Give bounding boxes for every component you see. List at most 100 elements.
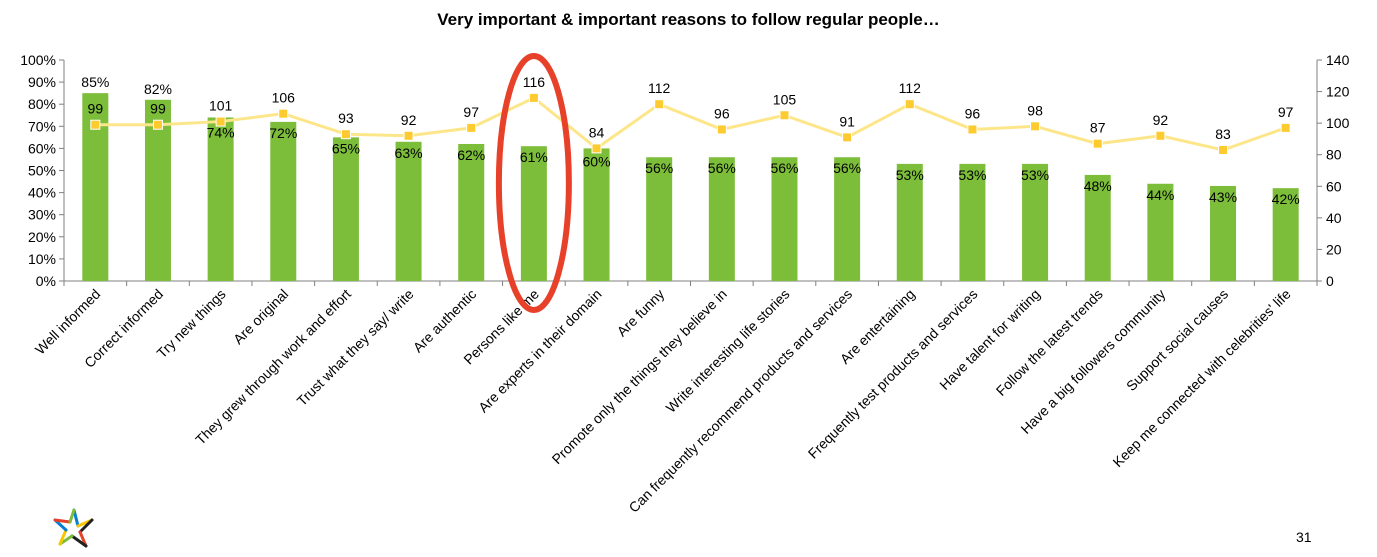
- line-data-label: 83: [1215, 126, 1231, 142]
- bar: [144, 99, 171, 281]
- right-axis-tick-label: 80: [1326, 147, 1342, 163]
- line-marker: [90, 119, 101, 130]
- bar-data-label: 44%: [1146, 187, 1174, 203]
- bar-data-label: 61%: [520, 149, 548, 165]
- bar: [458, 143, 485, 281]
- line-marker: [904, 99, 915, 110]
- line-data-label: 91: [839, 113, 855, 129]
- chart-title: Very important & important reasons to fo…: [437, 10, 940, 29]
- line-data-label: 96: [714, 105, 730, 121]
- bar: [270, 121, 297, 281]
- right-axis-tick-label: 60: [1326, 178, 1342, 194]
- bar-data-label: 56%: [708, 160, 736, 176]
- bar-data-label: 56%: [833, 160, 861, 176]
- line-marker: [591, 143, 602, 154]
- bar-data-label: 53%: [958, 167, 986, 183]
- left-axis-tick-label: 20%: [28, 229, 56, 245]
- bar: [771, 157, 798, 281]
- left-axis-tick-label: 60%: [28, 140, 56, 156]
- line-marker: [842, 132, 853, 143]
- line-series: [95, 96, 1287, 152]
- left-axis-tick-label: 50%: [28, 163, 56, 179]
- bar-data-label: 56%: [645, 160, 673, 176]
- highlight-ellipse: [495, 53, 572, 313]
- category-label: Can frequently recommend products and se…: [625, 286, 855, 516]
- left-axis-tick-label: 40%: [28, 185, 56, 201]
- right-axis-tick-label: 140: [1326, 52, 1350, 68]
- bar-data-label: 72%: [269, 125, 297, 141]
- line-marker: [215, 116, 226, 127]
- line-data-label: 112: [899, 80, 922, 96]
- bar-data-label: 60%: [583, 153, 611, 169]
- bar: [896, 163, 923, 281]
- category-label: Are authentic: [410, 286, 480, 356]
- bar-data-label: 53%: [896, 167, 924, 183]
- line-data-label: 112: [648, 80, 671, 96]
- line-data-label: 101: [209, 98, 233, 114]
- line-data-label: 99: [150, 101, 166, 117]
- right-axis-tick-label: 40: [1326, 210, 1342, 226]
- left-axis-tick-label: 90%: [28, 74, 56, 90]
- line-data-label: 84: [589, 124, 605, 140]
- bar-data-label: 62%: [457, 147, 485, 163]
- right-axis-tick-label: 120: [1326, 84, 1350, 100]
- line-data-label: 87: [1090, 120, 1106, 136]
- line-marker: [1280, 122, 1291, 133]
- category-label: Follow the latest trends: [993, 286, 1106, 399]
- line-marker: [1155, 130, 1166, 141]
- bar: [708, 157, 735, 281]
- category-label: Support social causes: [1123, 286, 1231, 394]
- bar: [207, 117, 234, 282]
- bar-data-label: 85%: [81, 74, 109, 90]
- line-data-label: 96: [965, 105, 981, 121]
- bar-data-label: 74%: [207, 125, 235, 141]
- bar: [520, 146, 547, 281]
- bar: [1022, 163, 1049, 281]
- left-axis-tick-label: 100%: [20, 52, 56, 68]
- left-axis-tick-label: 80%: [28, 96, 56, 112]
- bar: [646, 157, 673, 281]
- line-marker: [340, 129, 351, 140]
- bar-data-label: 43%: [1209, 189, 1237, 205]
- bar: [1084, 174, 1111, 281]
- left-axis-tick-label: 70%: [28, 118, 56, 134]
- bar: [1210, 185, 1237, 281]
- line-data-label: 93: [338, 110, 354, 126]
- line-marker: [779, 110, 790, 121]
- right-axis-tick-label: 20: [1326, 241, 1342, 257]
- left-axis-tick-label: 10%: [28, 251, 56, 267]
- line-marker: [152, 119, 163, 130]
- bar: [959, 163, 986, 281]
- page-number: 31: [1296, 529, 1312, 545]
- line-data-label: 92: [1153, 112, 1169, 128]
- bar-data-label: 56%: [770, 160, 798, 176]
- logo-icon: [53, 508, 94, 548]
- category-label: Trust what they say/ write: [294, 286, 417, 409]
- line-marker: [1030, 121, 1041, 132]
- category-label: Write interesting life stories: [663, 286, 793, 416]
- category-label: Are funny: [614, 286, 668, 340]
- left-axis-tick-label: 30%: [28, 207, 56, 223]
- line-data-label: 105: [773, 91, 797, 107]
- bar-data-label: 63%: [395, 145, 423, 161]
- line-data-label: 116: [523, 74, 546, 90]
- bar-data-label: 48%: [1084, 178, 1112, 194]
- bar: [1147, 183, 1174, 281]
- line-data-label: 97: [463, 104, 479, 120]
- bar: [332, 137, 359, 281]
- line-marker: [528, 92, 539, 103]
- bar-data-label: 42%: [1272, 191, 1300, 207]
- line-data-label: 97: [1278, 104, 1294, 120]
- line-marker: [716, 124, 727, 135]
- line-marker: [466, 122, 477, 133]
- line-marker: [654, 99, 665, 110]
- left-axis-tick-label: 0%: [36, 273, 56, 289]
- line-marker: [278, 108, 289, 119]
- bar-data-label: 65%: [332, 140, 360, 156]
- bar: [583, 148, 610, 281]
- bar: [834, 157, 861, 281]
- line-data-label: 98: [1027, 102, 1043, 118]
- line-marker: [967, 124, 978, 135]
- bar-data-label: 82%: [144, 81, 172, 97]
